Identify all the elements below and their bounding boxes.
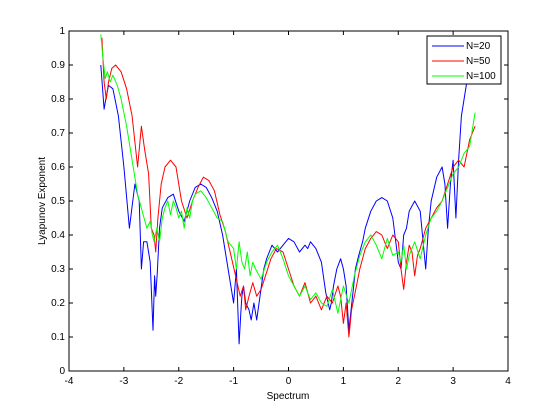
plot-area xyxy=(69,31,508,371)
y-tick-label: 0.5 xyxy=(51,196,65,207)
y-tick-label: 0.7 xyxy=(51,128,65,139)
series-line-n50 xyxy=(101,37,476,338)
legend: N=20 N=50 N=100 xyxy=(426,35,502,85)
y-tick-label: 0.4 xyxy=(51,230,65,241)
ticks-layer: -4 -3 -2 -1 0 1 2 3 4 0 0.1 0.2 0.3 0.4 0.5 0.6 0.7 0.8 0.… xyxy=(51,26,511,387)
y-tick-label: 0.6 xyxy=(51,162,65,173)
x-tick-label: 4 xyxy=(505,376,511,387)
series-line-n20 xyxy=(100,64,470,345)
legend-label-n100: N=100 xyxy=(466,71,496,82)
y-tick-label: 0.3 xyxy=(51,264,65,275)
x-axis-label: Spectrum xyxy=(267,391,310,402)
x-tick-label: -1 xyxy=(229,376,238,387)
y-tick-label: 0.1 xyxy=(51,332,65,343)
x-tick-label: -3 xyxy=(119,376,128,387)
x-tick-label: 3 xyxy=(450,376,456,387)
x-tick-label: -2 xyxy=(174,376,183,387)
legend-label-n20: N=20 xyxy=(466,41,491,52)
y-tick-label: 0.9 xyxy=(51,60,65,71)
y-tick-label: 0.2 xyxy=(51,298,65,309)
y-tick-label: 0.8 xyxy=(51,94,65,105)
x-tick-label: 0 xyxy=(286,376,292,387)
legend-label-n50: N=50 xyxy=(466,56,491,67)
x-tick-label: -4 xyxy=(65,376,74,387)
x-tick-label: 2 xyxy=(395,376,401,387)
y-tick-label: 1 xyxy=(59,26,65,37)
y-tick-label: 0 xyxy=(59,366,65,377)
series-line-n100 xyxy=(100,34,476,314)
y-axis-label: Lyapunov Exponent xyxy=(37,157,48,245)
series-layer xyxy=(100,34,476,345)
x-tick-label: 1 xyxy=(341,376,347,387)
